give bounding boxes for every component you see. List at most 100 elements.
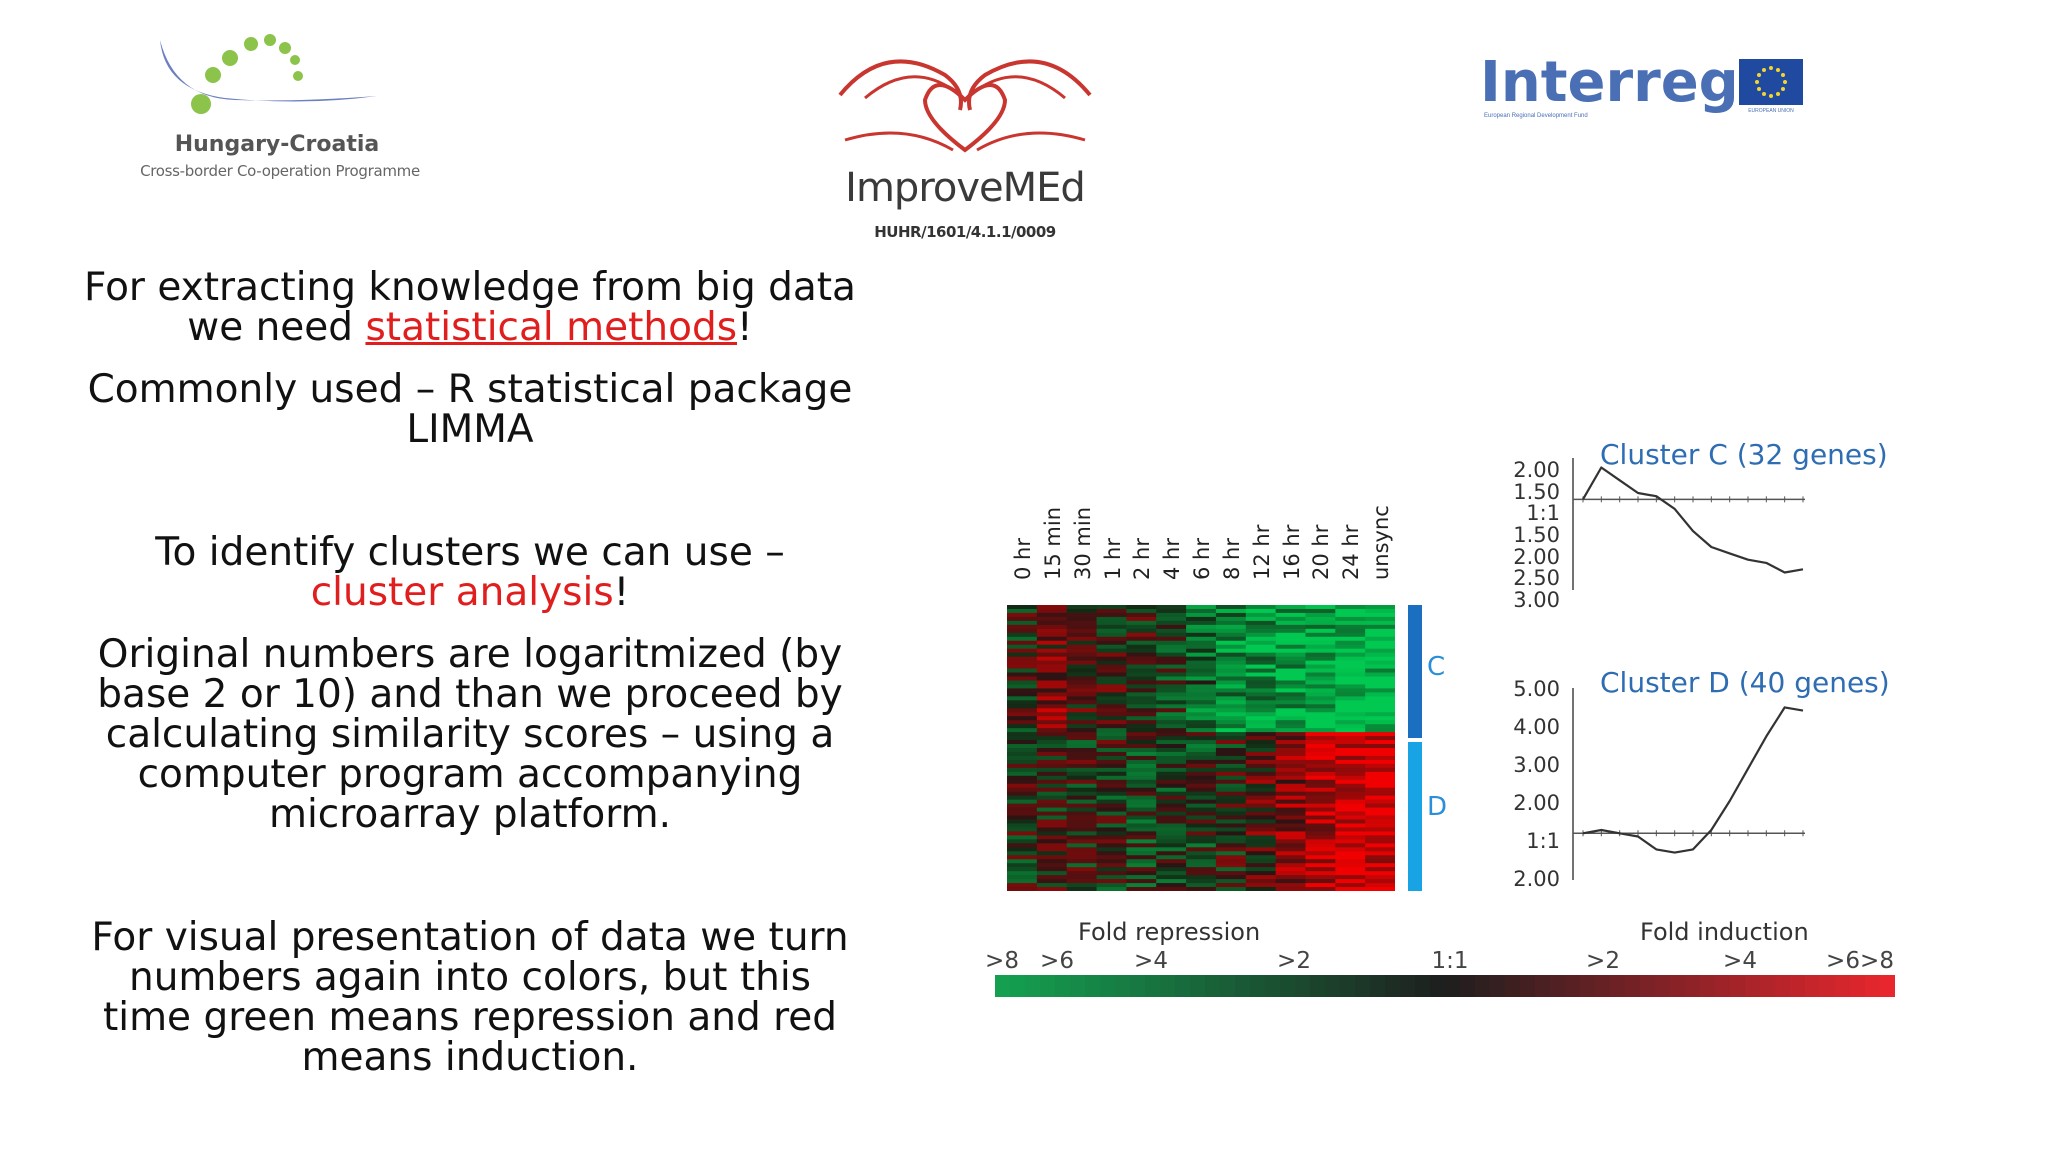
- heatmap-cell: [1156, 652, 1187, 658]
- scale-segment: [1100, 975, 1116, 997]
- heatmap-cell: [1305, 608, 1336, 614]
- heatmap-cell: [1245, 740, 1277, 745]
- heatmap-cell: [1007, 700, 1038, 705]
- heatmap-cell: [1066, 740, 1098, 745]
- heatmap-cell: [1096, 779, 1127, 785]
- heatmap-cell: [1305, 744, 1336, 749]
- heatmap-cell: [1066, 688, 1098, 693]
- heatmap-cell: [1186, 795, 1217, 801]
- scale-segment: [1085, 975, 1101, 997]
- heatmap-cell: [1126, 720, 1157, 725]
- heatmap-cell: [1275, 716, 1306, 721]
- heatmap-cell: [1305, 847, 1336, 852]
- heatmap-cell: [1156, 867, 1187, 872]
- scale-segment: [1850, 975, 1866, 997]
- heatmap-cell: [1156, 624, 1187, 630]
- heatmap-cell: [1215, 748, 1247, 753]
- heatmap-cell: [1096, 755, 1127, 761]
- heatmap-cell: [1096, 712, 1127, 717]
- heatmap-cell: [1275, 819, 1306, 824]
- heatmap-cell: [1305, 628, 1336, 634]
- heatmap-cell: [1186, 700, 1217, 705]
- heatmap-cell: [1365, 608, 1395, 614]
- heatmap-cell: [1335, 851, 1366, 856]
- heatmap-cell: [1186, 767, 1217, 773]
- heatmap-cell: [1215, 787, 1247, 793]
- heatmap-cell: [1036, 843, 1068, 848]
- heatmap-cell: [1126, 648, 1157, 654]
- heatmap-cell: [1156, 767, 1187, 773]
- heatmap-cell: [1007, 620, 1038, 626]
- heatmap-cell: [1156, 640, 1187, 646]
- heatmap-cell: [1275, 823, 1306, 828]
- scale-segment: [1865, 975, 1881, 997]
- heatmap-cell: [1036, 839, 1068, 844]
- heatmap-cell: [1126, 736, 1157, 741]
- heatmap-cell: [1126, 859, 1157, 864]
- heatmap-cell: [1126, 879, 1157, 884]
- time-label: 24 hr: [1339, 524, 1364, 580]
- scale-segment: [1805, 975, 1821, 997]
- heatmap-cell: [1335, 608, 1366, 614]
- heatmap-cell: [1007, 660, 1038, 666]
- heatmap-cell: [1305, 835, 1336, 840]
- scale-segment: [1340, 975, 1356, 997]
- heatmap-cell: [1066, 616, 1098, 622]
- heatmap-cell: [1275, 636, 1306, 642]
- scale-segment: [1820, 975, 1836, 997]
- heatmap-cell: [1186, 605, 1217, 610]
- heatmap-cell: [1156, 612, 1187, 618]
- heatmap-cell: [1186, 648, 1217, 654]
- heatmap-cell: [1007, 704, 1038, 709]
- heatmap-cell: [1156, 835, 1187, 840]
- heatmap-cell: [1365, 879, 1395, 884]
- heatmap-cell: [1036, 819, 1068, 824]
- heatmap-cell: [1007, 680, 1038, 685]
- heatmap-cell: [1335, 620, 1366, 626]
- heatmap-cell: [1066, 704, 1098, 709]
- heatmap-cell: [1305, 620, 1336, 626]
- heatmap-cell: [1215, 656, 1247, 662]
- heatmap-cell: [1156, 751, 1187, 757]
- heatmap-cell: [1036, 632, 1068, 638]
- heatmap-cell: [1036, 811, 1068, 817]
- heatmap-cell: [1186, 835, 1217, 840]
- statistical-methods-link[interactable]: statistical methods: [365, 305, 738, 350]
- heatmap-cell: [1126, 783, 1157, 789]
- heatmap-cell: [1096, 883, 1127, 888]
- heatmap-cell: [1305, 855, 1336, 860]
- heatmap-cell: [1036, 696, 1068, 701]
- heatmap-cell: [1365, 656, 1395, 662]
- heatmap-cell: [1305, 696, 1336, 701]
- heatmap-cell: [1275, 787, 1306, 793]
- heatmap-cell: [1365, 640, 1395, 646]
- scale-segment: [1175, 975, 1191, 997]
- heatmap-cell: [1066, 859, 1098, 864]
- heatmap-cell: [1275, 875, 1306, 880]
- heatmap-cell: [1305, 732, 1336, 737]
- time-label: 0 hr: [1011, 538, 1035, 580]
- heatmap-cell: [1215, 640, 1247, 646]
- heatmap-cell: [1126, 696, 1157, 701]
- heatmap-cell: [1066, 871, 1098, 876]
- heatmap-cell: [1096, 720, 1127, 725]
- y-tick-label: 2.50: [1513, 566, 1560, 591]
- y-tick-label: 1:1: [1526, 829, 1560, 853]
- heatmap-cell: [1066, 823, 1098, 828]
- cluster-d-plot: [1572, 688, 1805, 880]
- heatmap-cell: [1007, 748, 1038, 753]
- y-tick-label: 2.00: [1513, 544, 1560, 569]
- heatmap-cell: [1156, 720, 1187, 725]
- heatmap-cell: [1245, 751, 1277, 757]
- heatmap-cell: [1007, 815, 1038, 820]
- heatmap-cell: [1305, 767, 1336, 773]
- heatmap-cell: [1126, 843, 1157, 848]
- heatmap-cell: [1305, 660, 1336, 666]
- heatmap-cell: [1215, 724, 1247, 729]
- heatmap-cell: [1215, 732, 1247, 737]
- heatmap-cell: [1186, 771, 1217, 777]
- heatmap-cell: [1186, 672, 1217, 677]
- heatmap-cell: [1156, 708, 1187, 713]
- heatmap-cell: [1275, 708, 1306, 713]
- heatmap-cell: [1335, 616, 1366, 622]
